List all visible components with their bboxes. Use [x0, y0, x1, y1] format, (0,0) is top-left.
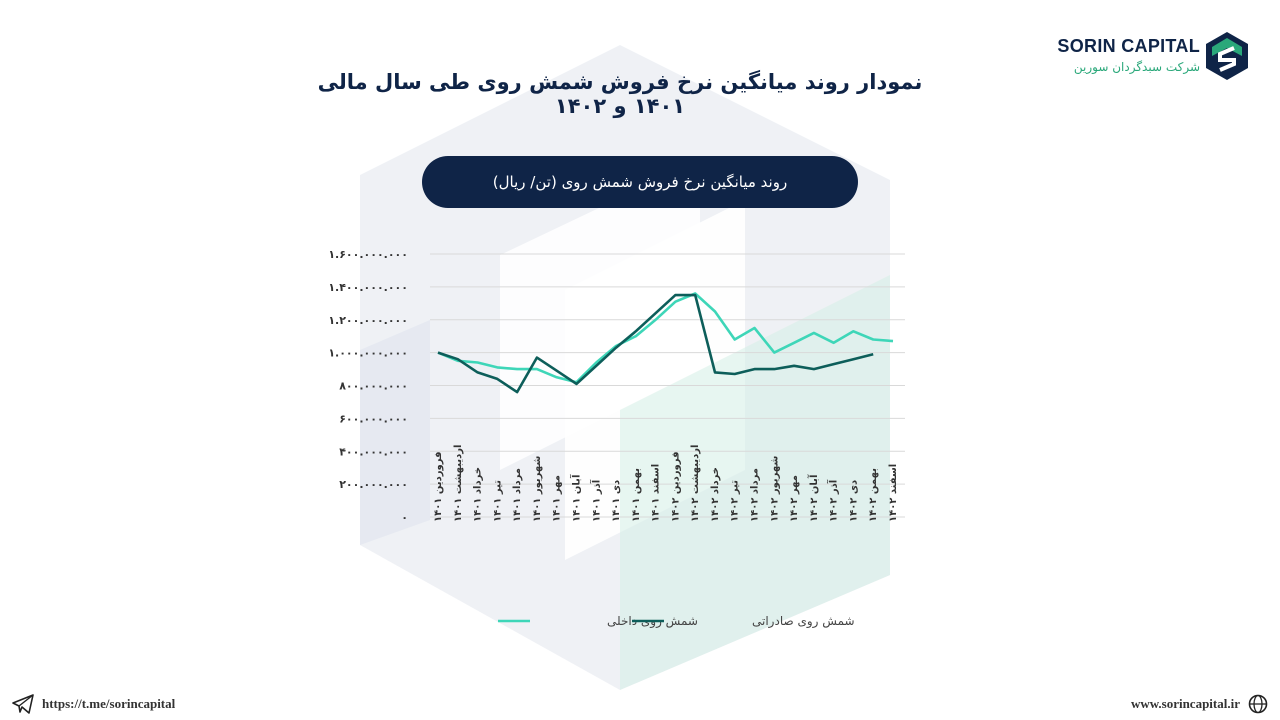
x-tick-label: مهر ۱۴۰۱: [552, 475, 563, 522]
x-tick-label: فروردین ۱۴۰۱: [433, 451, 444, 522]
y-tick-label: ۶۰۰.۰۰۰.۰۰۰: [339, 412, 408, 425]
x-tick-label: شهریور ۱۴۰۱: [532, 455, 543, 522]
x-tick-label: آبان ۱۴۰۲: [807, 474, 820, 522]
x-tick-label: مهر ۱۴۰۲: [789, 475, 800, 522]
x-tick-label: تیر ۱۴۰۱: [492, 480, 503, 522]
x-tick-label: بهمن ۱۴۰۱: [631, 468, 642, 522]
y-tick-label: ۲۰۰.۰۰۰.۰۰۰: [339, 478, 408, 491]
x-tick-label: اسفند ۱۴۰۲: [888, 464, 899, 522]
x-tick-label: شهریور ۱۴۰۲: [769, 455, 780, 522]
x-tick-label: اردیبهشت ۱۴۰۱: [453, 445, 464, 522]
x-tick-label: دی ۱۴۰۱: [611, 480, 622, 522]
y-tick-label: ۴۰۰.۰۰۰.۰۰۰: [339, 445, 408, 458]
x-tick-label: آذر ۱۴۰۱: [589, 479, 602, 522]
brand-subtitle: شرکت سبدگردان سورین: [1073, 60, 1200, 74]
chart-title: روند میانگین نرخ فروش شمش روی (تن/ ریال): [422, 156, 858, 208]
x-tick-label: خرداد ۱۴۰۲: [710, 467, 721, 522]
page-title: نمودار روند میانگین نرخ فروش شمش روی طی …: [317, 70, 923, 118]
y-tick-label: ۱.۶۰۰.۰۰۰.۰۰۰: [328, 248, 408, 261]
website-link[interactable]: www.sorincapital.ir: [1130, 696, 1240, 711]
series-line-0: [437, 292, 894, 384]
x-tick-label: مرداد ۱۴۰۲: [750, 468, 761, 522]
series-line-1: [437, 293, 874, 394]
y-tick-label: ۰: [401, 511, 408, 524]
x-tick-label: تیر ۱۴۰۲: [730, 480, 741, 522]
footer-telegram[interactable]: https://t.me/sorincapital: [12, 694, 175, 714]
x-tick-label: بهمن ۱۴۰۲: [868, 468, 879, 522]
telegram-icon: [12, 694, 34, 714]
y-tick-label: ۸۰۰.۰۰۰.۰۰۰: [339, 380, 408, 393]
y-tick-label: ۱.۲۰۰.۰۰۰.۰۰۰: [328, 314, 408, 327]
x-tick-label: دی ۱۴۰۲: [848, 480, 859, 522]
x-tick-label: اردیبهشت ۱۴۰۲: [690, 445, 701, 522]
x-tick-label: آذر ۱۴۰۲: [827, 479, 840, 522]
x-tick-label: مرداد ۱۴۰۱: [512, 468, 523, 522]
x-tick-label: خرداد ۱۴۰۱: [473, 467, 484, 522]
brand-name: SORIN CAPITAL: [1057, 36, 1200, 56]
brand-header: SORIN CAPITAL شرکت سبدگردان سورین: [1030, 30, 1250, 85]
legend-label-1: شمش روی صادراتی: [752, 614, 855, 629]
telegram-link[interactable]: https://t.me/sorincapital: [42, 696, 176, 711]
x-tick-label: فروردین ۱۴۰۲: [670, 451, 681, 522]
y-tick-label: ۱.۰۰۰.۰۰۰.۰۰۰: [328, 347, 408, 360]
footer-website[interactable]: www.sorincapital.ir: [1131, 694, 1268, 714]
x-tick-label: اسفند ۱۴۰۱: [651, 464, 662, 522]
x-tick-label: آبان ۱۴۰۱: [569, 474, 582, 522]
y-tick-label: ۱.۴۰۰.۰۰۰.۰۰۰: [328, 281, 408, 294]
sorin-logo-icon: [1206, 32, 1248, 80]
globe-icon: [1248, 694, 1268, 714]
